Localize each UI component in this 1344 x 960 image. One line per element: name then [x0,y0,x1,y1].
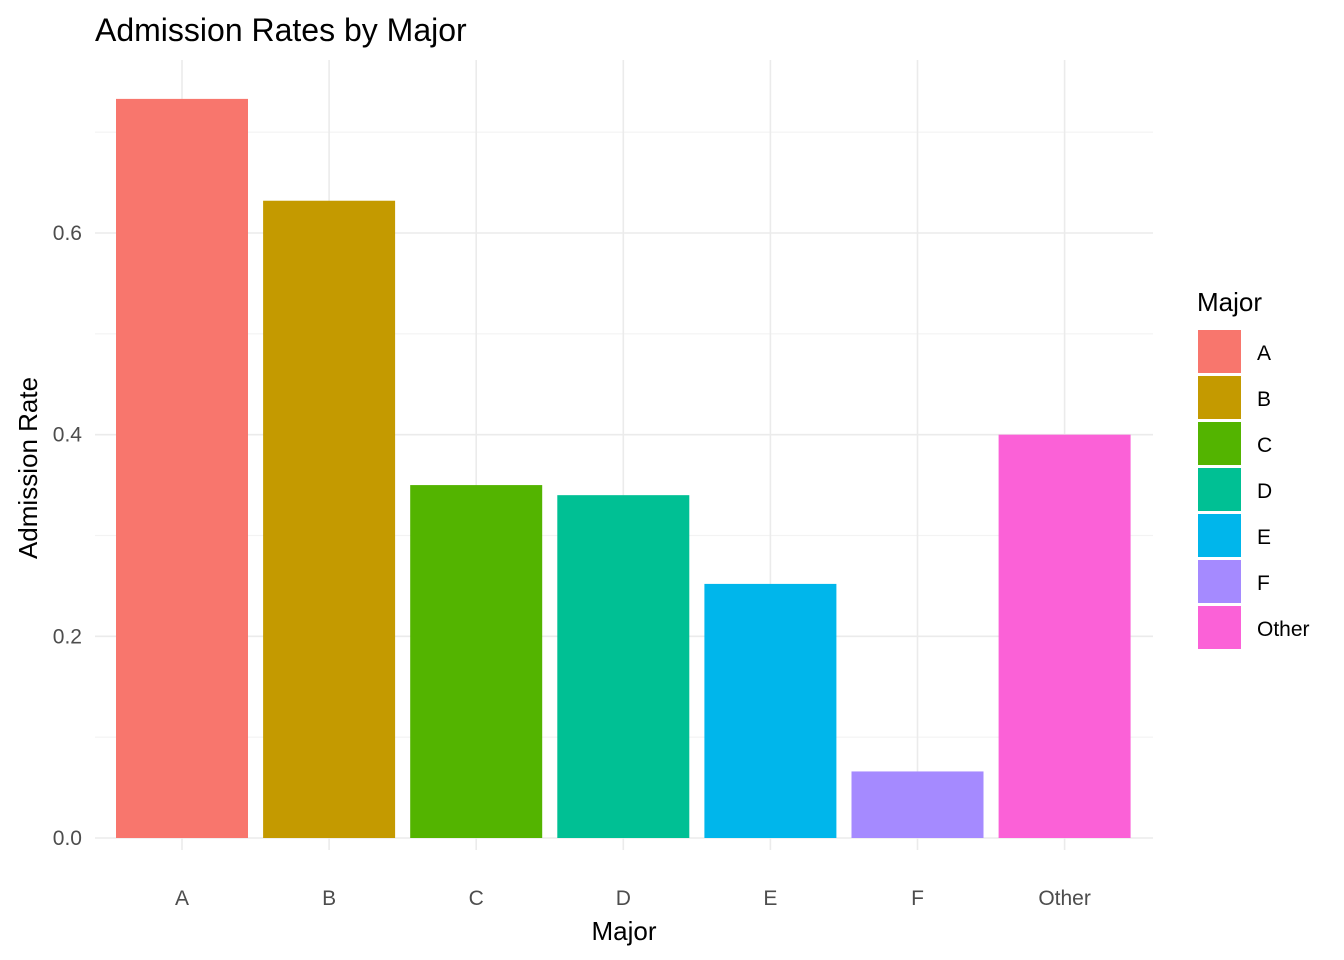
legend-label: E [1257,526,1271,549]
legend-key-e [1198,514,1241,557]
bar-a [116,98,248,839]
chart-title: Admission Rates by Major [95,12,467,48]
bar-e [704,583,837,838]
x-tick-label: F [911,887,924,910]
y-tick-label: 0.6 [53,222,82,245]
legend-label: C [1257,434,1272,457]
legend-key-c [1198,422,1241,465]
bar-d [557,495,690,838]
x-tick-label: A [175,887,189,910]
x-axis-title: Major [591,916,656,946]
x-tick-label: D [616,887,631,910]
legend-title: Major [1197,287,1262,317]
legend-label: A [1257,342,1271,365]
legend-key-b [1198,376,1241,419]
bar-f [851,771,984,838]
bar-c [410,485,543,838]
x-axis-ticks: A B C D E F Other [175,887,1091,910]
legend-label: D [1257,480,1272,503]
bar-b [263,200,396,838]
legend-key-d [1198,468,1241,511]
y-tick-label: 0.2 [53,625,82,648]
x-tick-label: E [763,887,777,910]
legend-label: F [1257,572,1270,595]
y-tick-label: 0.0 [53,827,82,850]
x-tick-label: C [469,887,484,910]
x-tick-label: Other [1038,887,1091,910]
legend-label: Other [1257,618,1310,641]
y-axis-title: Admission Rate [13,377,43,559]
legend-key-other [1198,606,1241,649]
y-tick-label: 0.4 [53,424,83,447]
x-tick-label: B [322,887,336,910]
bar-other [998,434,1131,838]
y-axis-ticks: 0.0 0.2 0.4 0.6 [53,222,83,850]
legend-label: B [1257,388,1271,411]
legend-key-a [1198,330,1241,373]
legend-key-f [1198,560,1241,603]
bars [116,98,1131,839]
